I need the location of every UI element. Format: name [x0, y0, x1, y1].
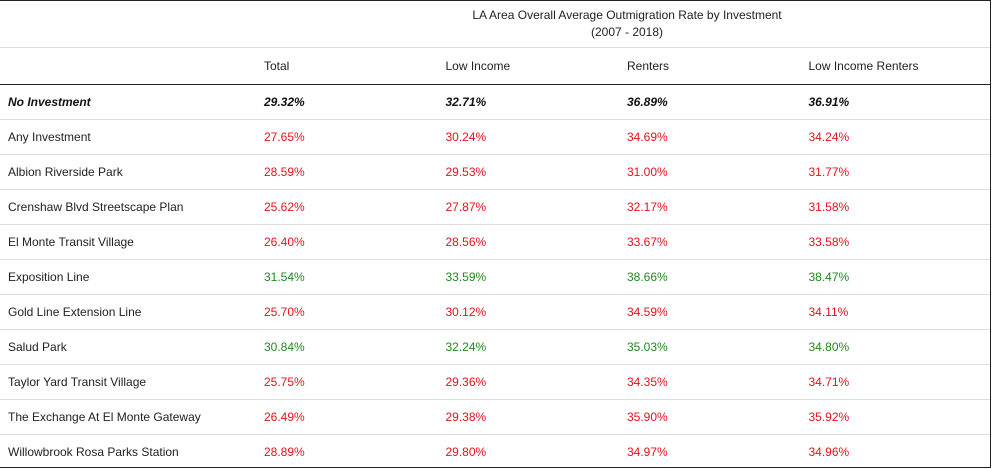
data-cell: 31.54%: [264, 260, 446, 295]
data-cell: 31.77%: [809, 155, 991, 190]
data-cell: 34.11%: [809, 295, 991, 330]
data-cell: 28.56%: [446, 225, 628, 260]
row-label: Crenshaw Blvd Streetscape Plan: [0, 190, 264, 225]
data-cell: 33.67%: [627, 225, 809, 260]
row-label: Albion Riverside Park: [0, 155, 264, 190]
data-cell: 29.36%: [446, 365, 628, 400]
data-cell: 34.80%: [809, 330, 991, 365]
data-cell: 34.24%: [809, 120, 991, 155]
row-label: Gold Line Extension Line: [0, 295, 264, 330]
data-cell: 30.12%: [446, 295, 628, 330]
data-cell: 35.90%: [627, 400, 809, 435]
table-title-cell: LA Area Overall Average Outmigration Rat…: [264, 1, 990, 48]
data-cell: 32.17%: [627, 190, 809, 225]
row-label: Exposition Line: [0, 260, 264, 295]
data-cell: 27.65%: [264, 120, 446, 155]
data-cell: 34.71%: [809, 365, 991, 400]
data-cell: 29.38%: [446, 400, 628, 435]
row-label: Any Investment: [0, 120, 264, 155]
data-cell: 25.70%: [264, 295, 446, 330]
data-cell: 34.59%: [627, 295, 809, 330]
data-cell: 31.00%: [627, 155, 809, 190]
data-cell: 34.35%: [627, 365, 809, 400]
row-label: Salud Park: [0, 330, 264, 365]
data-cell: 29.32%: [264, 85, 446, 120]
column-header-row: Total Low Income Renters Low Income Rent…: [0, 48, 990, 85]
row-label: No Investment: [0, 85, 264, 120]
data-cell: 30.84%: [264, 330, 446, 365]
title-row: LA Area Overall Average Outmigration Rat…: [0, 1, 990, 48]
data-cell: 29.53%: [446, 155, 628, 190]
data-cell: 34.97%: [627, 435, 809, 469]
data-cell: 25.62%: [264, 190, 446, 225]
column-header: Low Income Renters: [809, 48, 991, 85]
data-cell: 33.59%: [446, 260, 628, 295]
data-cell: 35.03%: [627, 330, 809, 365]
data-cell: 38.47%: [809, 260, 991, 295]
data-cell: 32.24%: [446, 330, 628, 365]
data-cell: 30.24%: [446, 120, 628, 155]
data-cell: 28.59%: [264, 155, 446, 190]
data-cell: 31.58%: [809, 190, 991, 225]
row-label: Taylor Yard Transit Village: [0, 365, 264, 400]
row-label: Willowbrook Rosa Parks Station: [0, 435, 264, 469]
table-title: LA Area Overall Average Outmigration Rat…: [264, 7, 990, 24]
data-cell: 28.89%: [264, 435, 446, 469]
data-cell: 32.71%: [446, 85, 628, 120]
data-cell: 25.75%: [264, 365, 446, 400]
data-cell: 36.91%: [809, 85, 991, 120]
data-cell: 33.58%: [809, 225, 991, 260]
row-label: The Exchange At El Monte Gateway: [0, 400, 264, 435]
data-cell: 27.87%: [446, 190, 628, 225]
column-header: Total: [264, 48, 446, 85]
title-spacer: [0, 1, 264, 48]
data-cell: 29.80%: [446, 435, 628, 469]
row-label-header: [0, 48, 264, 85]
table-subtitle: (2007 - 2018): [264, 24, 990, 41]
data-cell: 26.40%: [264, 225, 446, 260]
data-cell: 34.69%: [627, 120, 809, 155]
column-header: Low Income: [446, 48, 628, 85]
data-cell: 36.89%: [627, 85, 809, 120]
data-cell: 34.96%: [809, 435, 991, 469]
data-cell: 26.49%: [264, 400, 446, 435]
data-cell: 35.92%: [809, 400, 991, 435]
column-header: Renters: [627, 48, 809, 85]
row-label: El Monte Transit Village: [0, 225, 264, 260]
data-cell: 38.66%: [627, 260, 809, 295]
